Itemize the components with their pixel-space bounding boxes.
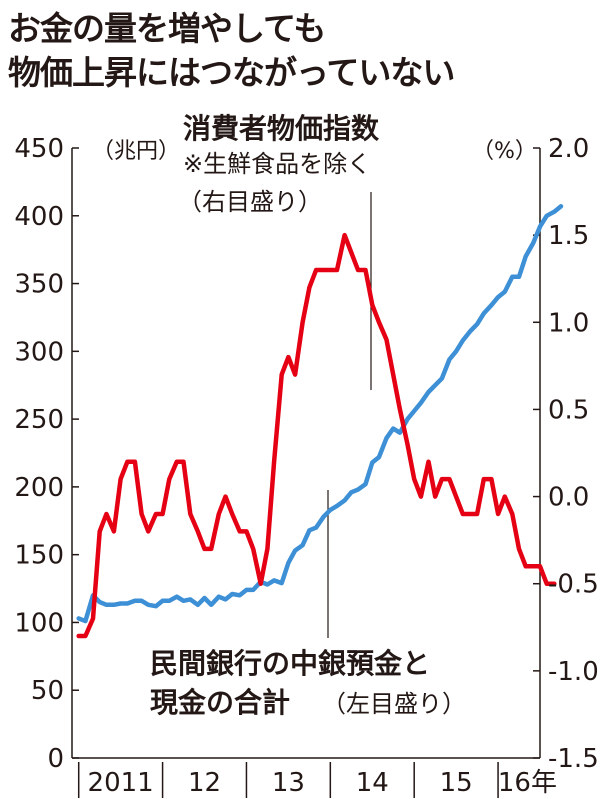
chart-title-line2: 物価上昇にはつながっていない [8,53,455,92]
money-annotation-title: 民間銀行の中銀預金と [150,647,430,680]
left-tick-label: 300 [14,337,64,367]
left-tick-label: 0 [47,744,64,774]
right-tick-label: 1.5 [548,221,589,251]
annotation-leader-lines [327,192,372,638]
cpi-annotation-note: ※生鮮食品を除く [183,150,371,178]
series-lines [76,204,564,639]
money-annotation-title2: 現金の合計 [150,686,290,719]
left-tick-label: 400 [14,202,64,232]
left-tick-label: 100 [14,608,64,638]
right-tick-label: -1.0 [548,657,599,687]
x-tick-label: 12 [188,768,221,798]
right-tick-label: 2.0 [548,134,589,164]
right-tick-label: 0.5 [548,395,589,425]
right-axis-unit: （%） [472,139,537,164]
axes [71,147,541,798]
x-tick-label: 16年 [498,768,557,798]
chart-title-line1: お金の量を増やしても [8,9,326,48]
left-tick-label: 200 [14,473,64,503]
x-tick-label: 13 [272,768,305,798]
cpi-annotation-axis: （右目盛り） [178,188,322,216]
x-tick-label: 14 [356,768,389,798]
right-tick-label: -0.5 [548,570,599,600]
right-tick-label: -1.5 [548,744,599,774]
cpi-annotation-title: 消費者物価指数 [183,112,380,145]
x-tick-label: 15 [440,768,473,798]
tick-labels: 0 50 100 150 200 250 300 350 400 450 -1.5 -1.0 -0.5 0… [14,134,598,798]
right-tick-label: 0.0 [548,483,589,513]
money-annotation-axis: （左目盛り） [322,690,466,718]
left-tick-label: 450 [14,134,64,164]
x-tick-label: 2011 [88,768,154,798]
left-tick-label: 50 [31,676,64,706]
cpi-line [76,232,557,639]
right-tick-label: 1.0 [548,308,589,338]
left-tick-label: 350 [14,270,64,300]
left-tick-label: 150 [14,541,64,571]
left-axis-unit: （兆円） [92,139,180,164]
money-supply-line [76,204,564,624]
left-tick-label: 250 [14,405,64,435]
